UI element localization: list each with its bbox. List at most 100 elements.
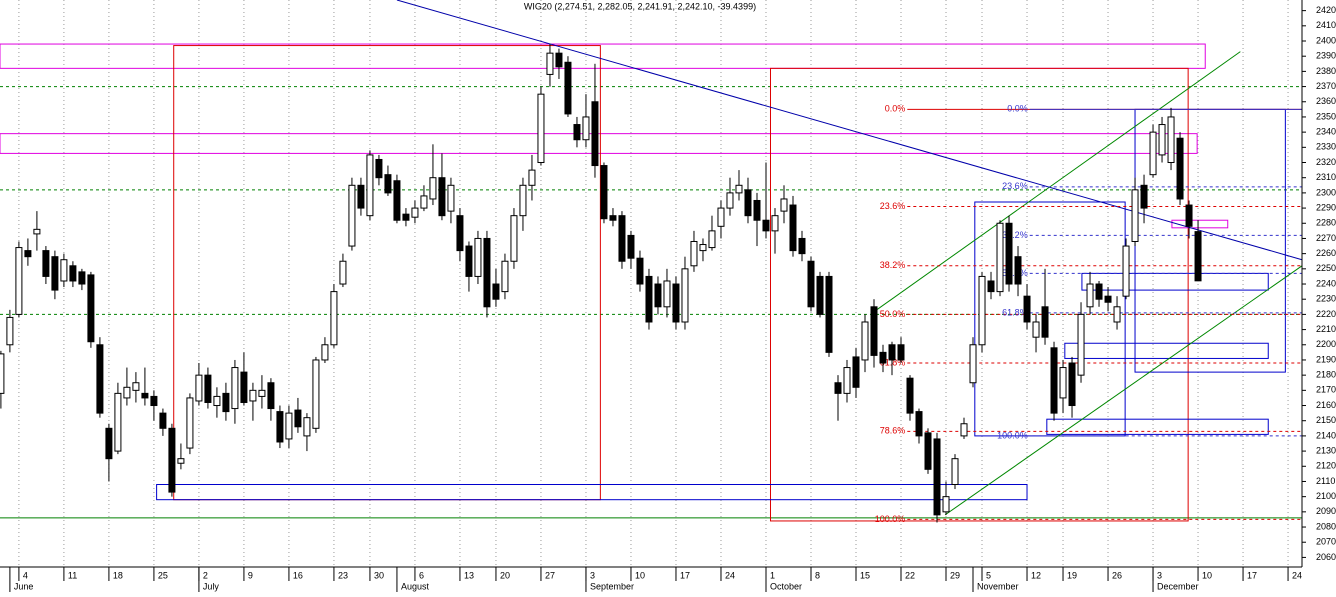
candle-body — [258, 389, 266, 397]
candle-body — [0, 353, 5, 394]
chart-title: WIG20 (2,274.51, 2,282.05, 2,241.91, 2,2… — [524, 1, 756, 11]
y-tick-label: 2310 — [1316, 172, 1336, 182]
x-tick-label: 12 — [1031, 570, 1041, 580]
candle-body — [744, 189, 752, 217]
x-tick-label: 2 — [203, 570, 208, 580]
candle-body — [1158, 124, 1166, 156]
candle-body — [519, 184, 527, 217]
month-label: December — [1157, 581, 1199, 591]
x-tick-label: 5 — [986, 570, 991, 580]
candle-body — [735, 184, 743, 194]
candle-body — [942, 496, 950, 513]
y-tick-label: 2420 — [1316, 5, 1336, 15]
candle-body — [582, 116, 590, 141]
candle-body — [384, 174, 392, 194]
candle-body — [267, 382, 275, 410]
candle-body — [1068, 362, 1076, 407]
y-tick-label: 2330 — [1316, 142, 1336, 152]
zone-rectangle — [1046, 418, 1269, 435]
fib-label: 100.0% — [997, 430, 1028, 440]
candle-body — [1032, 321, 1040, 338]
candle-body — [501, 260, 509, 293]
candle-body — [807, 260, 815, 308]
candle-body — [1005, 222, 1013, 285]
candle-body — [663, 280, 671, 308]
candle-body — [789, 204, 797, 252]
candle-body — [339, 260, 347, 285]
y-tick-label: 2270 — [1316, 233, 1336, 243]
fib-label: 23.6% — [1002, 181, 1028, 191]
y-tick-label: 2080 — [1316, 521, 1336, 531]
candle-body — [987, 280, 995, 293]
grid-layer — [18, 0, 1289, 567]
candle-body — [285, 412, 293, 440]
fib-label: 38.2% — [880, 260, 906, 270]
candle-body — [447, 184, 455, 212]
candle-body — [969, 344, 977, 384]
candle-body — [1185, 204, 1193, 227]
x-tick-label: 1 — [770, 570, 775, 580]
x-tick-label: 20 — [500, 570, 510, 580]
candle-body — [231, 367, 239, 410]
x-tick-label: 22 — [905, 570, 915, 580]
candle-body — [510, 215, 518, 262]
candle-body — [1059, 367, 1067, 399]
candle-body — [1167, 116, 1175, 164]
candle-body — [870, 306, 878, 356]
x-tick-label: 3 — [590, 570, 595, 580]
zone-rectangle — [769, 67, 1189, 522]
candle-body — [96, 344, 104, 414]
candle-body — [915, 411, 923, 437]
x-tick-label: 13 — [464, 570, 474, 580]
candle-body — [249, 389, 257, 402]
candle-body — [402, 213, 410, 221]
candle-body — [303, 417, 311, 437]
candle-body — [591, 101, 599, 167]
y-tick-label: 2360 — [1316, 96, 1336, 106]
candle-body — [852, 356, 860, 388]
candle-body — [1077, 313, 1085, 376]
y-tick-label: 2220 — [1316, 309, 1336, 319]
candle-body — [573, 124, 581, 141]
x-tick-label: 8 — [815, 570, 820, 580]
candle-body — [1014, 256, 1022, 285]
candle-body — [60, 259, 68, 282]
candle-body — [294, 409, 302, 428]
y-tick-label: 2060 — [1316, 552, 1336, 562]
candle-body — [312, 359, 320, 429]
x-tick-label: 24 — [1292, 570, 1302, 580]
month-label: November — [977, 581, 1019, 591]
candle-body — [690, 240, 698, 267]
y-tick-label: 2070 — [1316, 537, 1336, 547]
x-tick-label: 10 — [1202, 570, 1212, 580]
candle-body — [15, 247, 23, 315]
candle-body — [753, 199, 761, 221]
candle-body — [159, 412, 167, 429]
candle-body — [699, 244, 707, 252]
candle-body — [555, 52, 563, 68]
candle-body — [141, 392, 149, 399]
y-tick-label: 2380 — [1316, 66, 1336, 76]
y-tick-label: 2130 — [1316, 445, 1336, 455]
candle-body — [996, 222, 1004, 293]
x-tick-label: 19 — [1067, 570, 1077, 580]
zone-rectangle — [0, 133, 1198, 154]
candle-body — [1140, 184, 1148, 209]
candle-body — [222, 392, 230, 413]
candle-body — [1194, 231, 1202, 282]
candle-body — [348, 184, 356, 247]
y-tick-label: 2340 — [1316, 127, 1336, 137]
candle-body — [87, 274, 95, 343]
annotation-layer: 0.0% 23.6% 38.2% 50.0% 61.8% 78.6% 100.0% 0.0% 2… — [0, 0, 1303, 524]
y-tick-label: 2200 — [1316, 339, 1336, 349]
candle-body — [726, 192, 734, 209]
candle-body — [906, 377, 914, 414]
candle-body — [960, 423, 968, 437]
y-tick-label: 2140 — [1316, 430, 1336, 440]
candle-body — [654, 283, 662, 308]
x-tick-label: 4 — [23, 570, 28, 580]
candle-body — [861, 321, 869, 361]
